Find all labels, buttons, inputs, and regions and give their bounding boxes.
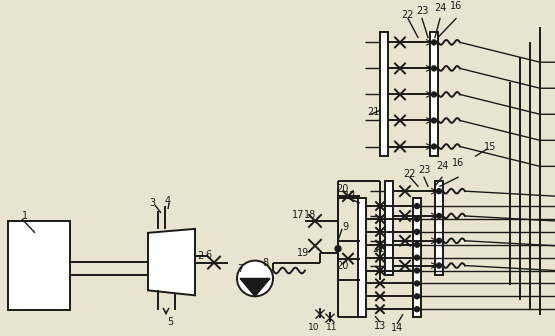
Text: 24: 24 (434, 3, 446, 13)
Polygon shape (240, 279, 270, 296)
Circle shape (415, 204, 420, 209)
Circle shape (436, 213, 441, 218)
Text: 13: 13 (374, 321, 386, 331)
Text: 20: 20 (336, 184, 348, 194)
Circle shape (436, 263, 441, 268)
Circle shape (237, 261, 273, 296)
Bar (385, 181, 393, 276)
Text: 9: 9 (342, 222, 348, 232)
Text: 15: 15 (484, 141, 496, 152)
Text: 6: 6 (205, 250, 211, 260)
Circle shape (415, 255, 420, 260)
Bar (8, 221, 70, 310)
Text: 8: 8 (262, 258, 268, 267)
Text: 20: 20 (336, 261, 348, 270)
Bar (380, 33, 388, 157)
Circle shape (335, 246, 341, 252)
Text: 17: 17 (292, 210, 304, 220)
Circle shape (415, 307, 420, 312)
Circle shape (431, 92, 436, 97)
Circle shape (415, 229, 420, 234)
Text: 12: 12 (344, 191, 356, 201)
Circle shape (431, 66, 436, 71)
Circle shape (431, 40, 436, 45)
Circle shape (415, 242, 420, 247)
Circle shape (431, 144, 436, 149)
Circle shape (415, 294, 420, 299)
Text: 21: 21 (367, 107, 379, 117)
Text: 11: 11 (326, 323, 338, 332)
Circle shape (431, 118, 436, 123)
Text: 7: 7 (237, 263, 243, 274)
Circle shape (415, 268, 420, 273)
Text: 24: 24 (436, 161, 448, 171)
Text: 5: 5 (167, 317, 173, 327)
Text: 16: 16 (452, 158, 464, 168)
Bar (358, 198, 366, 317)
Text: 4: 4 (165, 196, 171, 206)
Text: 22: 22 (402, 10, 414, 19)
Text: 23: 23 (416, 6, 428, 16)
Text: 3: 3 (149, 198, 155, 208)
Text: 18: 18 (304, 210, 316, 220)
Text: 22: 22 (403, 169, 416, 179)
Text: 1: 1 (22, 211, 28, 221)
Text: 16: 16 (450, 1, 462, 11)
Circle shape (415, 281, 420, 286)
Text: 14: 14 (391, 323, 403, 333)
Text: 19: 19 (297, 248, 309, 258)
Circle shape (436, 189, 441, 194)
Polygon shape (148, 229, 195, 295)
Bar (430, 33, 438, 157)
Text: 2: 2 (197, 251, 203, 261)
Bar (435, 181, 443, 276)
Text: 23: 23 (418, 165, 430, 175)
Text: 21: 21 (372, 244, 384, 254)
Bar (413, 198, 421, 317)
Circle shape (436, 238, 441, 243)
Circle shape (415, 216, 420, 221)
Text: 10: 10 (308, 323, 320, 332)
